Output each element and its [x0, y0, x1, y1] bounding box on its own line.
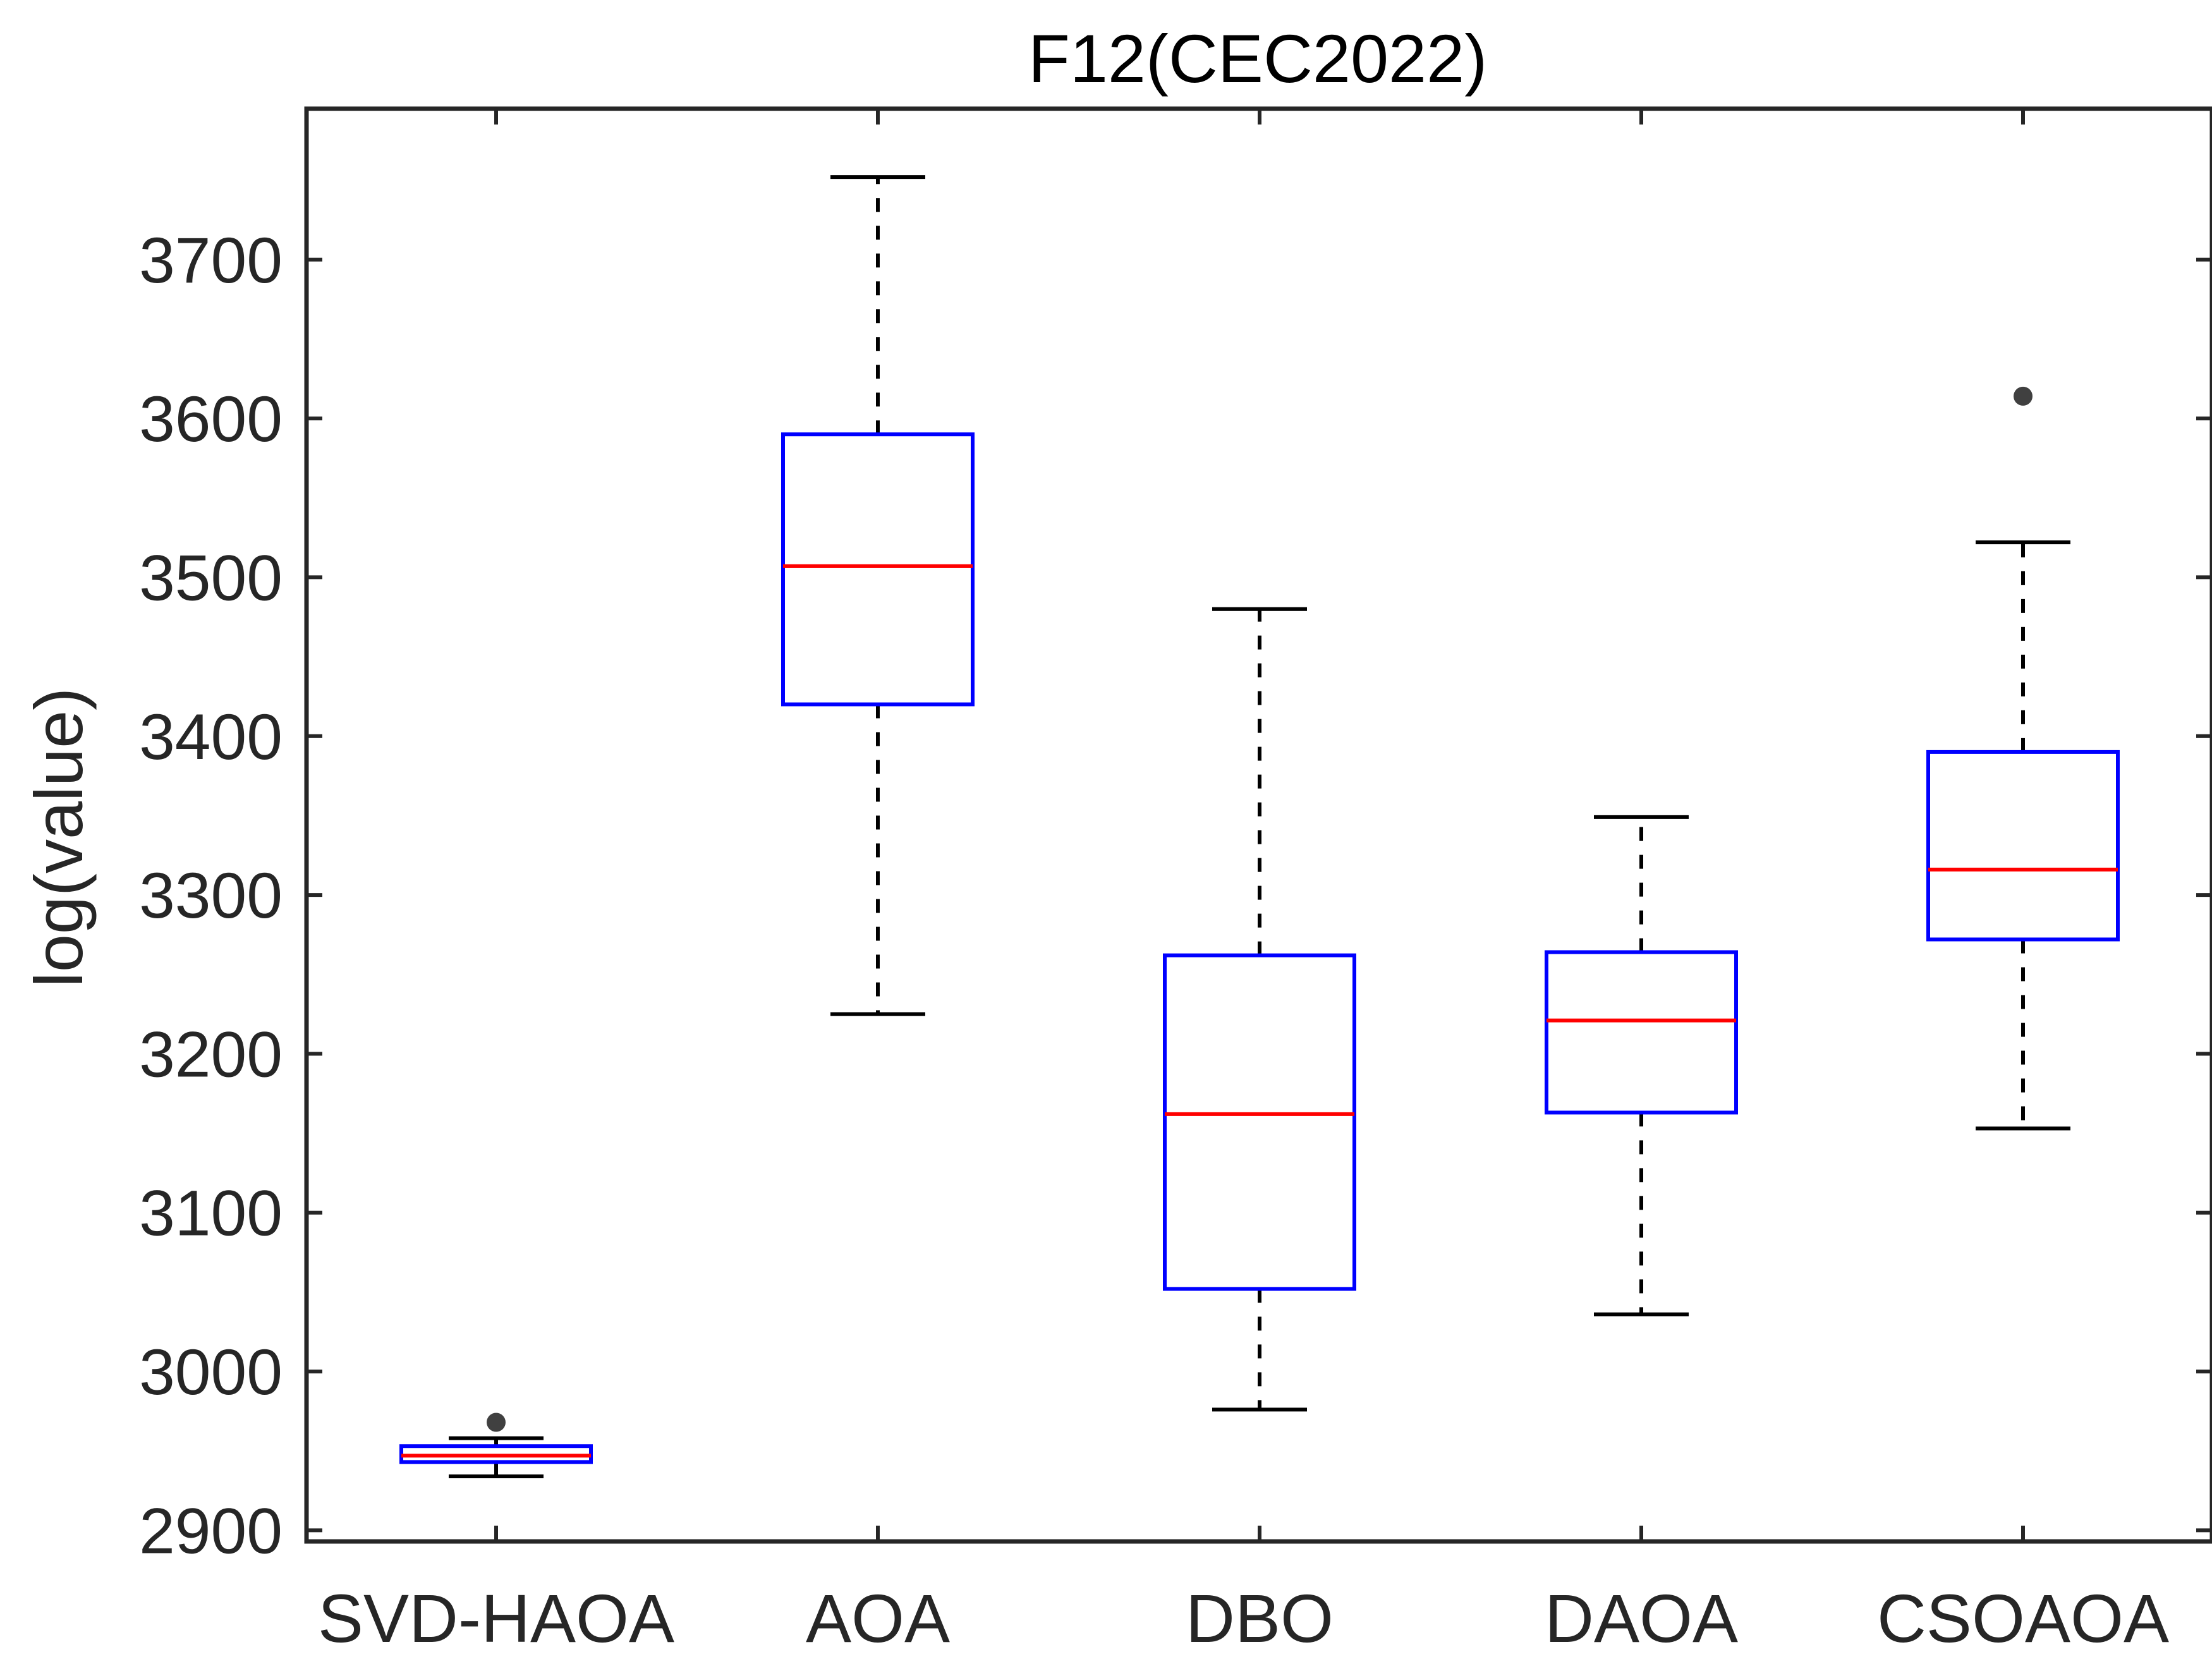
- chart-title: F12(CEC2022): [1028, 20, 1487, 97]
- box-iqr: [1926, 750, 2120, 942]
- y-tick-label: 3000: [139, 1336, 283, 1408]
- y-tick-label: 3700: [139, 224, 283, 296]
- y-tick-label: 3200: [139, 1018, 283, 1090]
- y-tick-label: 3600: [139, 383, 283, 455]
- x-tick-label: DBO: [1186, 1580, 1334, 1656]
- y-axis-label: log(value): [20, 688, 97, 987]
- y-tick-label: 3100: [139, 1177, 283, 1249]
- plot-area: 2900 3000 3100 3200 3300 3400 3500 3600 3700 SVD-…: [139, 109, 2212, 1656]
- x-tick-label: AOA: [806, 1580, 950, 1656]
- y-tick-label: 2900: [139, 1495, 283, 1567]
- outlier-point: [2014, 386, 2033, 406]
- axes-frame: [304, 106, 2212, 1544]
- box-iqr: [781, 432, 975, 707]
- x-tick-label: SVD-HAOA: [318, 1580, 674, 1656]
- y-tick-label: 3400: [139, 701, 283, 773]
- y-tick-label: 3500: [139, 542, 283, 614]
- y-tick-label: 3300: [139, 860, 283, 932]
- box-iqr: [1163, 953, 1356, 1291]
- x-tick-label: DAOA: [1545, 1580, 1738, 1656]
- outlier-point: [487, 1413, 506, 1432]
- x-tick-label: CSOAOA: [1877, 1580, 2169, 1656]
- box-iqr: [1545, 950, 1738, 1115]
